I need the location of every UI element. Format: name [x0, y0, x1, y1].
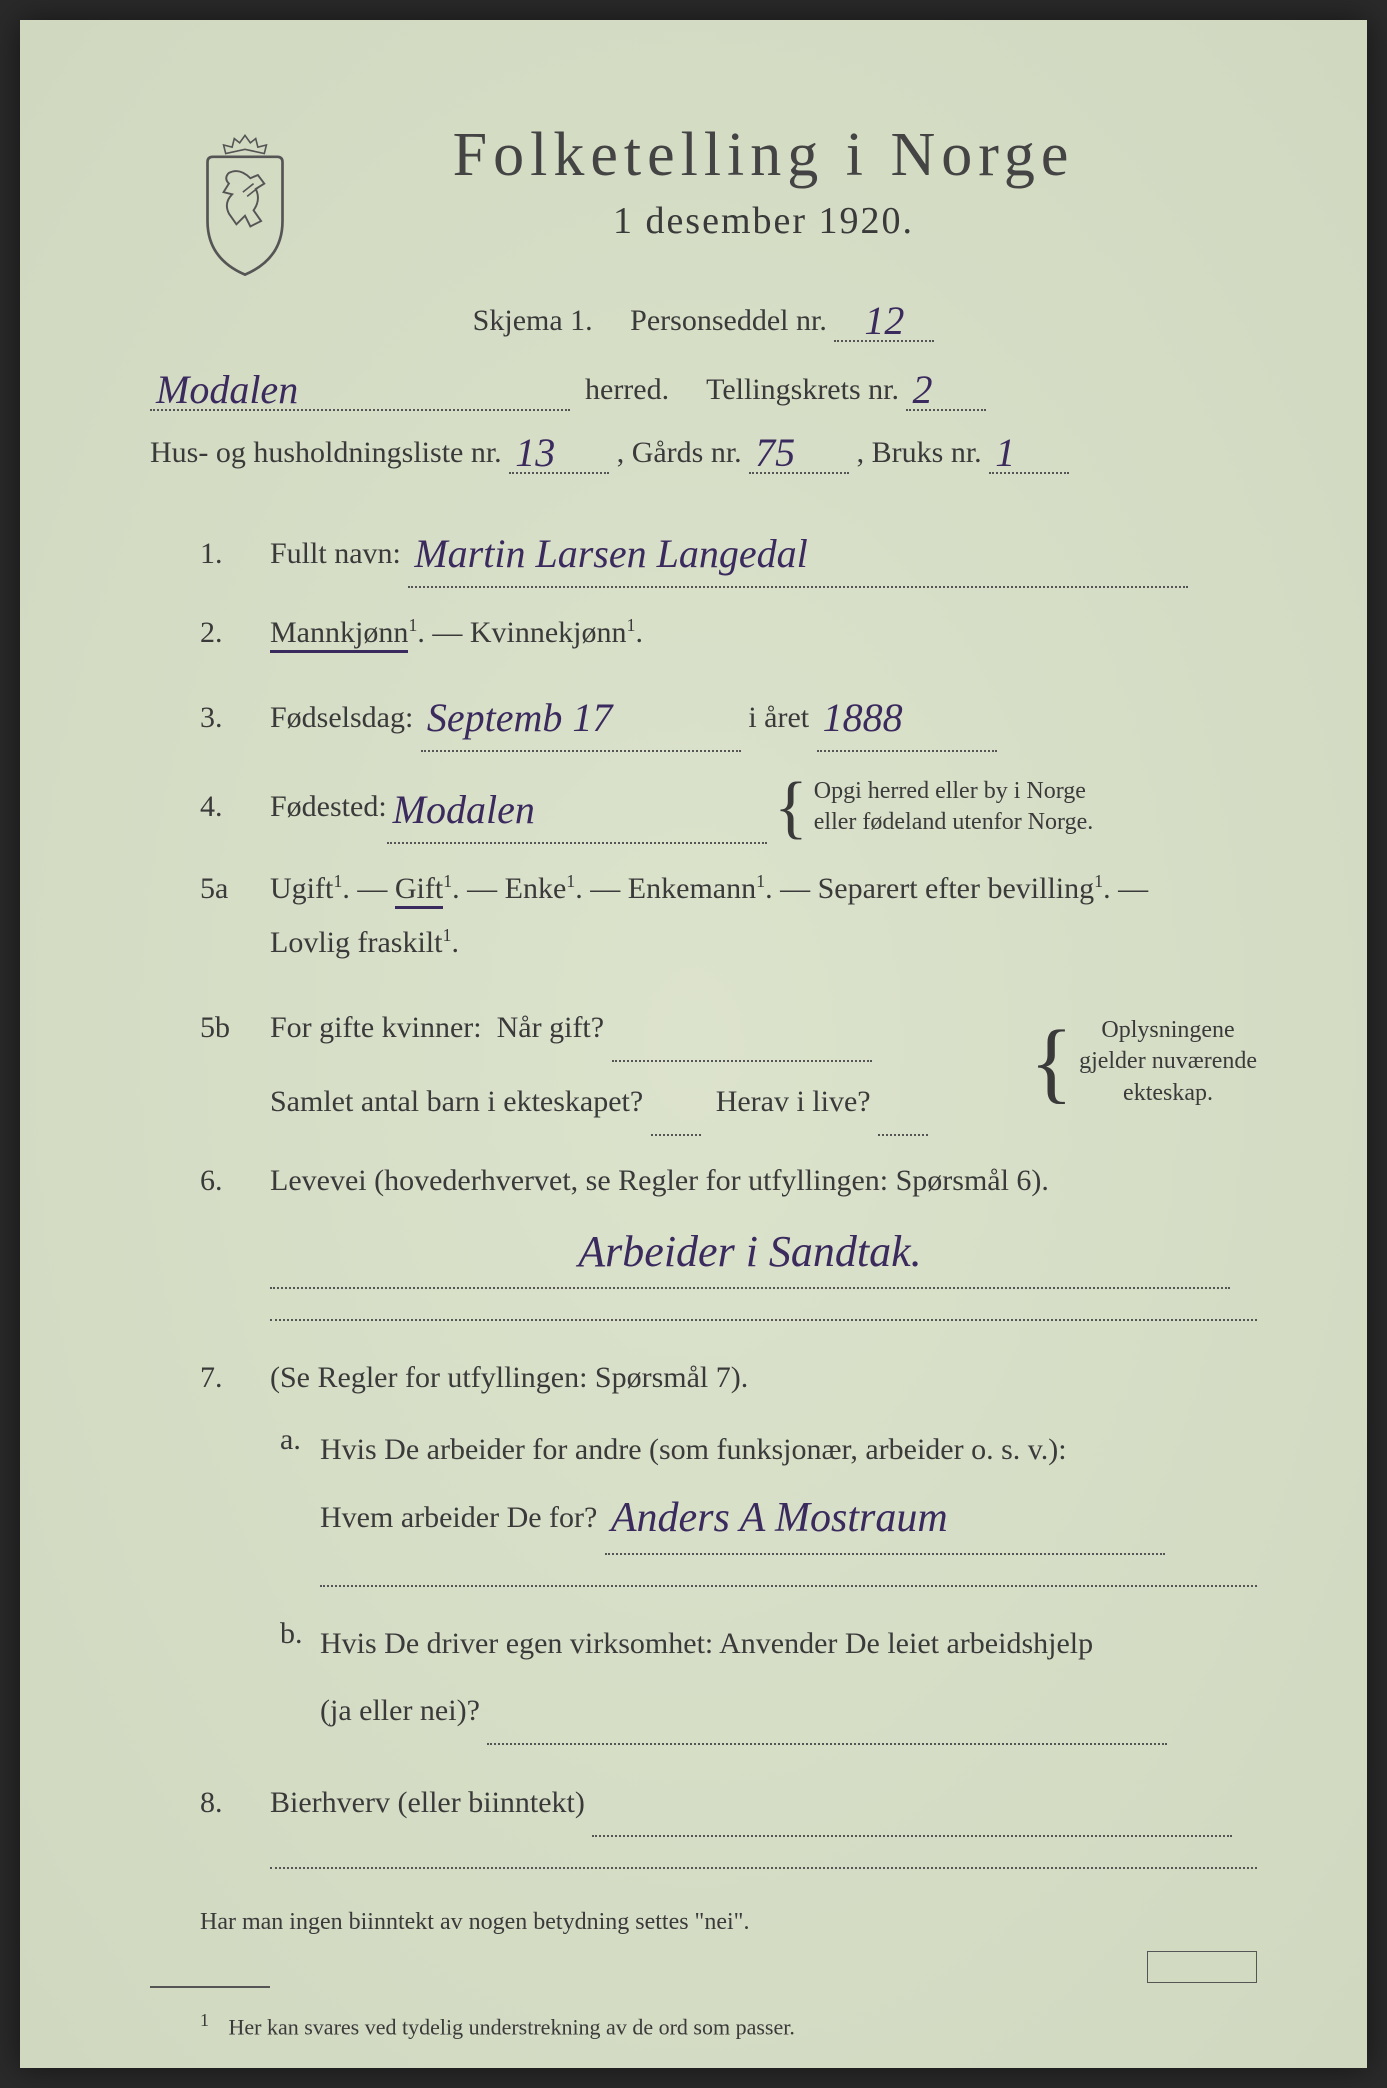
q6-value: Arbeider i Sandtak.	[572, 1227, 927, 1276]
q3-mid: i året	[748, 701, 809, 734]
tellingskrets-label: Tellingskrets nr.	[706, 373, 899, 406]
skjema-row: Skjema 1. Personseddel nr. 12	[150, 293, 1257, 342]
q5b-l1-label: For gifte kvinner:	[270, 1011, 482, 1044]
footnote-rule	[150, 1986, 270, 2000]
gards-value: 75	[749, 430, 801, 475]
q2-opt-mannkjonn: Mannkjønn	[270, 616, 408, 653]
bruks-value: 1	[989, 430, 1021, 475]
q5b-l2-q1: Samlet antal barn i ekteskapet?	[270, 1085, 643, 1118]
q4-note: { Opgi herred eller by i Norge eller fød…	[774, 776, 1093, 838]
q7b-l2: (ja eller nei)?	[320, 1694, 480, 1727]
q1-row: 1. Fullt navn: Martin Larsen Langedal	[150, 514, 1257, 588]
q5b-note-l3: ekteskap.	[1123, 1080, 1213, 1106]
printer-stamp	[1147, 1951, 1257, 1983]
q5b-l2-q2: Herav i live?	[716, 1085, 871, 1118]
q2-row: 2. Mannkjønn1. — Kvinnekjønn1.	[150, 606, 1257, 660]
gards-label: , Gårds nr.	[617, 436, 742, 469]
q5a-fraskilt: Lovlig fraskilt	[270, 926, 442, 959]
q1-num: 1.	[200, 537, 270, 571]
q7b-letter: b.	[270, 1617, 320, 1745]
q5b-l1-val	[612, 1005, 624, 1050]
q7b-value	[487, 1688, 499, 1733]
q3-day-value: Septemb 17	[421, 695, 619, 740]
herred-name-value: Modalen	[150, 367, 304, 412]
q2-opt-kvinnekjonn: Kvinnekjønn	[470, 616, 627, 649]
q7b-l1: Hvis De driver egen virksomhet: Anvender…	[320, 1627, 1093, 1660]
q1-value: Martin Larsen Langedal	[408, 531, 813, 576]
q5a-gift: Gift	[395, 872, 443, 909]
footnote-2-num: 1	[200, 2010, 209, 2030]
q4-note-l1: Opgi herred eller by i Norge	[814, 778, 1086, 804]
q8-value	[592, 1780, 604, 1825]
q3-year-value: 1888	[817, 695, 909, 740]
personseddel-value: 12	[858, 298, 910, 343]
q4-note-l2: eller fødeland utenfor Norge.	[814, 809, 1093, 835]
footnote-1: Har man ingen biinntekt av nogen betydni…	[150, 1909, 1257, 1936]
q4-value: Modalen	[387, 787, 541, 832]
footnote-2-text: Her kan svares ved tydelig understreknin…	[229, 2014, 795, 2039]
q5b-row: 5b For gifte kvinner: Når gift? Samlet a…	[150, 988, 1257, 1136]
q4-row: 4. Fødested: Modalen { Opgi herred eller…	[150, 770, 1257, 844]
q7-num: 7.	[200, 1361, 270, 1395]
subtitle-date: 1 desember 1920.	[270, 199, 1257, 243]
q5a-num: 5a	[200, 872, 270, 906]
q1-label: Fullt navn:	[270, 537, 401, 570]
q5b-note: { Oplysningene gjelder nuværende ekteska…	[1030, 1015, 1257, 1109]
census-form-page: Folketelling i Norge 1 desember 1920. Sk…	[20, 20, 1367, 2068]
bruks-label: , Bruks nr.	[857, 436, 982, 469]
q5b-l1-q: Når gift?	[497, 1011, 604, 1044]
q7a-l1: Hvis De arbeider for andre (som funksjon…	[320, 1433, 1067, 1466]
q7-row: 7. (Se Regler for utfyllingen: Spørsmål …	[150, 1351, 1257, 1405]
herred-label: herred.	[585, 373, 669, 406]
liste-row: Hus- og husholdningsliste nr. 13 , Gårds…	[150, 425, 1257, 474]
q4-num: 4.	[200, 790, 270, 824]
husholdning-label: Hus- og husholdningsliste nr.	[150, 436, 502, 469]
q3-num: 3.	[200, 701, 270, 735]
q5b-note-l2: gjelder nuværende	[1079, 1048, 1257, 1074]
q4-label: Fødested:	[270, 780, 387, 834]
q6-label: Levevei (hovederhvervet, se Regler for u…	[270, 1164, 1049, 1197]
husholdning-value: 13	[509, 430, 561, 475]
q5a-enkemann: Enkemann	[628, 872, 756, 905]
q8-num: 8.	[200, 1786, 270, 1820]
q7b-row: b. Hvis De driver egen virksomhet: Anven…	[150, 1617, 1257, 1745]
header: Folketelling i Norge 1 desember 1920.	[150, 120, 1257, 243]
q5a-enke: Enke	[505, 872, 567, 905]
q5b-note-l1: Oplysningene	[1101, 1017, 1234, 1043]
q7a-l2: Hvem arbeider De for?	[320, 1501, 597, 1534]
q5a-row: 5a Ugift1. — Gift1. — Enke1. — Enkemann1…	[150, 862, 1257, 970]
footnote-2: 1 Her kan svares ved tydelig understrekn…	[150, 2010, 1257, 2040]
q5b-l2-v2	[878, 1079, 890, 1124]
divider-line	[270, 1319, 1257, 1321]
q6-row: 6. Levevei (hovederhvervet, se Regler fo…	[150, 1154, 1257, 1289]
q3-label: Fødselsdag:	[270, 701, 413, 734]
herred-row: Modalen herred. Tellingskrets nr. 2	[150, 362, 1257, 411]
personseddel-label: Personseddel nr.	[630, 304, 827, 337]
q7-label: (Se Regler for utfyllingen: Spørsmål 7).	[270, 1361, 748, 1394]
divider-line-3	[270, 1867, 1257, 1869]
q7a-letter: a.	[270, 1423, 320, 1555]
q7a-row: a. Hvis De arbeider for andre (som funks…	[150, 1423, 1257, 1555]
q5a-ugift: Ugift	[270, 872, 333, 905]
q5b-num: 5b	[200, 1011, 270, 1045]
tellingskrets-value: 2	[906, 367, 938, 412]
divider-line-2	[320, 1585, 1257, 1587]
q7a-value: Anders A Mostraum	[605, 1495, 954, 1541]
q5b-l2-v1	[651, 1079, 663, 1124]
q5a-separert: Separert efter bevilling	[818, 872, 1095, 905]
main-title: Folketelling i Norge	[270, 120, 1257, 191]
skjema-label: Skjema 1.	[473, 304, 593, 337]
q2-num: 2.	[200, 616, 270, 650]
q8-label: Bierhverv (eller biinntekt)	[270, 1786, 585, 1819]
coat-of-arms-icon	[190, 130, 300, 280]
q3-row: 3. Fødselsdag: Septemb 17 i året 1888	[150, 678, 1257, 752]
q8-row: 8. Bierhverv (eller biinntekt)	[150, 1763, 1257, 1837]
q6-num: 6.	[200, 1164, 270, 1198]
